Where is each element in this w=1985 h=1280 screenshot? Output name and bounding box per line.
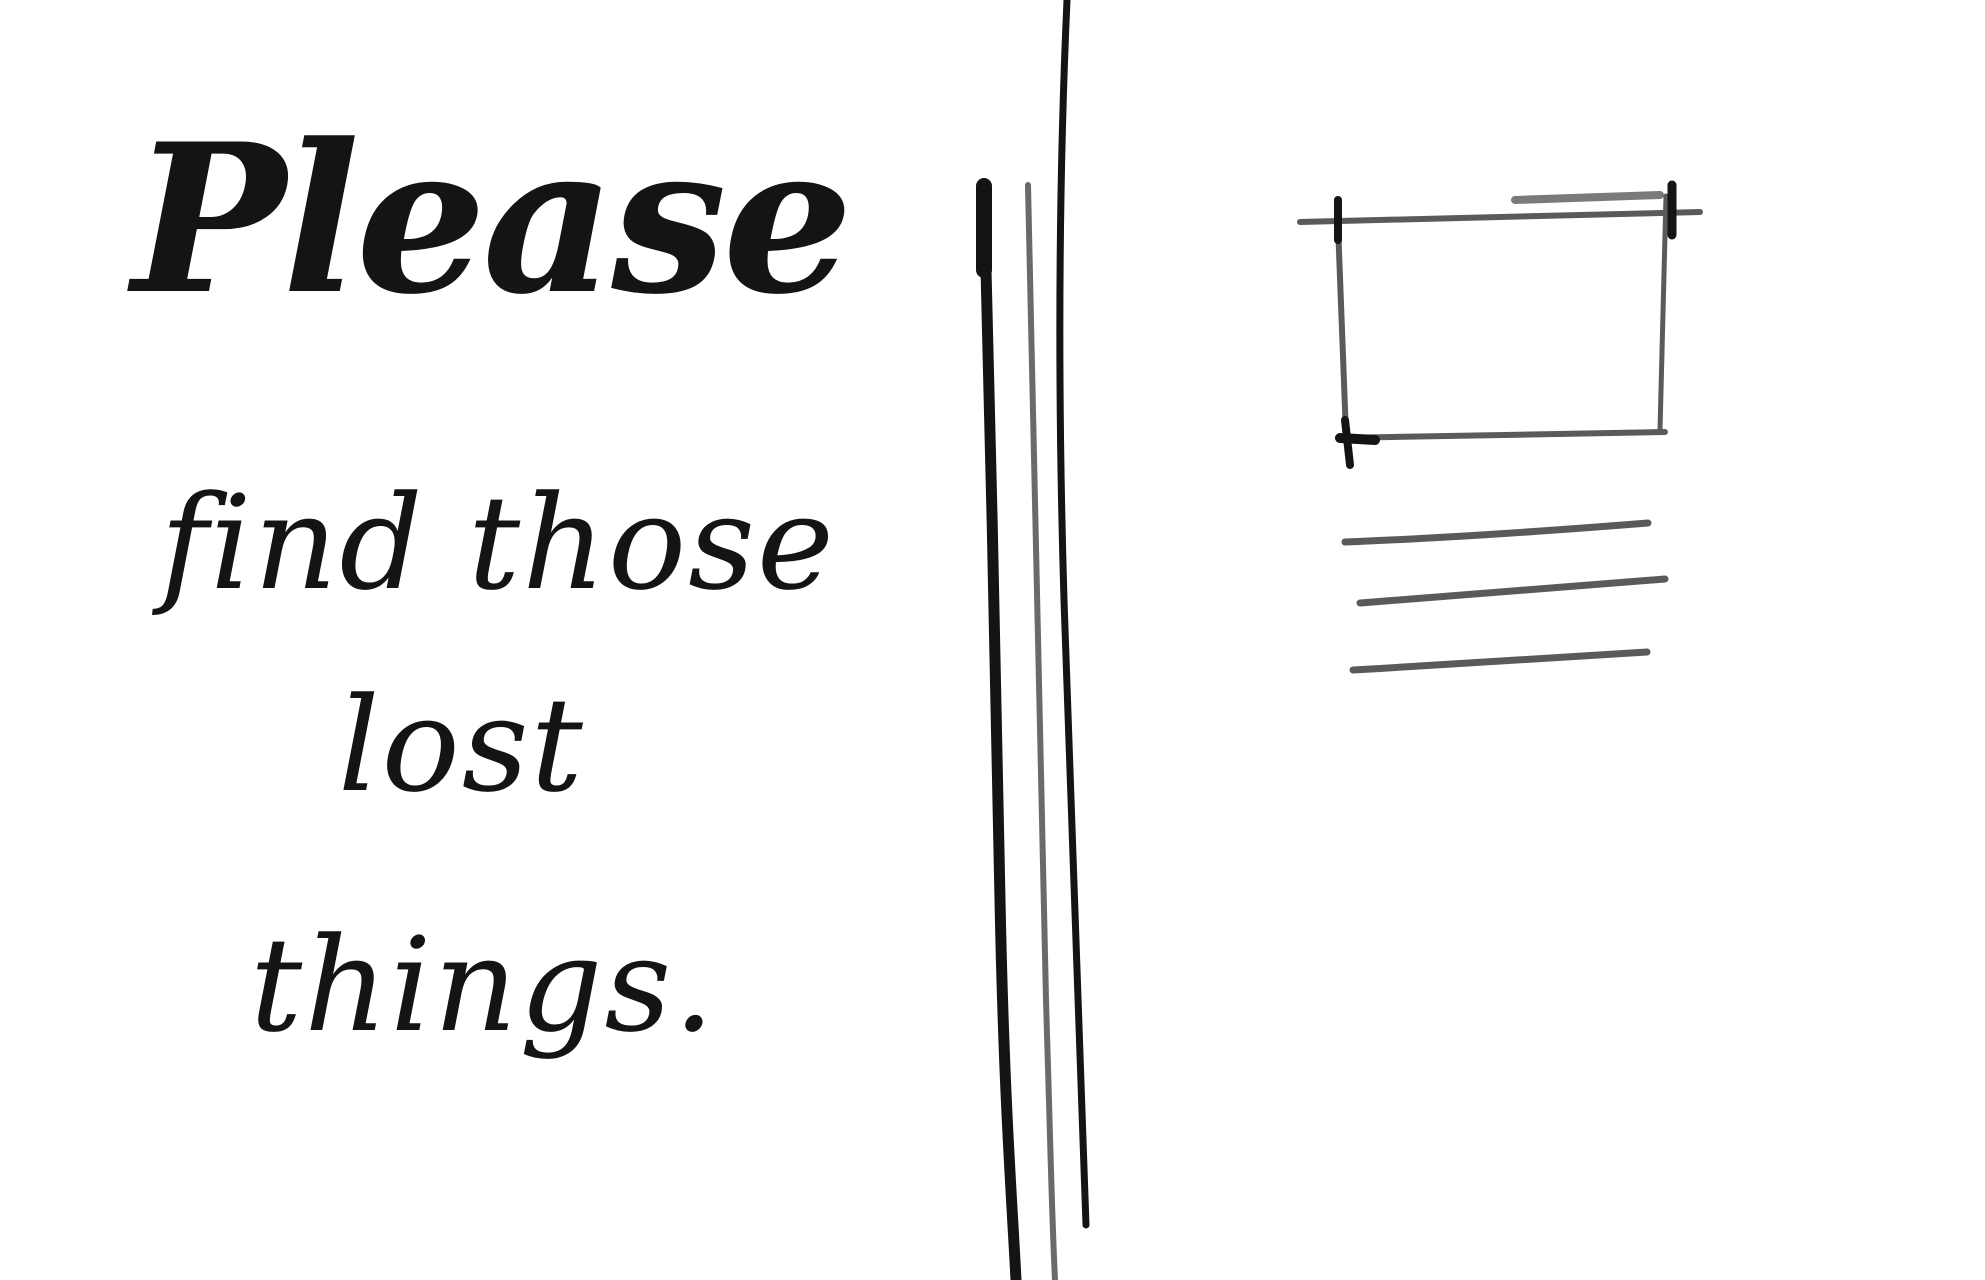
text-line-2 bbox=[1356, 575, 1669, 607]
handwritten-word-things: things. bbox=[250, 909, 717, 1061]
handwritten-word-lost: lost bbox=[338, 669, 585, 821]
divider-stroke-long bbox=[1056, 0, 1090, 1229]
divider-stroke-thick bbox=[978, 182, 1022, 1280]
handwritten-word-please: Please bbox=[132, 100, 853, 340]
divider-stroke-light bbox=[1025, 182, 1058, 1280]
text-line-3 bbox=[1349, 648, 1651, 674]
image-placeholder-box bbox=[1297, 180, 1703, 469]
handwritten-line-find-those: find those bbox=[160, 467, 836, 619]
vertical-divider bbox=[976, 0, 1090, 1280]
text-placeholder-lines bbox=[1341, 519, 1669, 674]
text-line-1 bbox=[1341, 519, 1652, 546]
